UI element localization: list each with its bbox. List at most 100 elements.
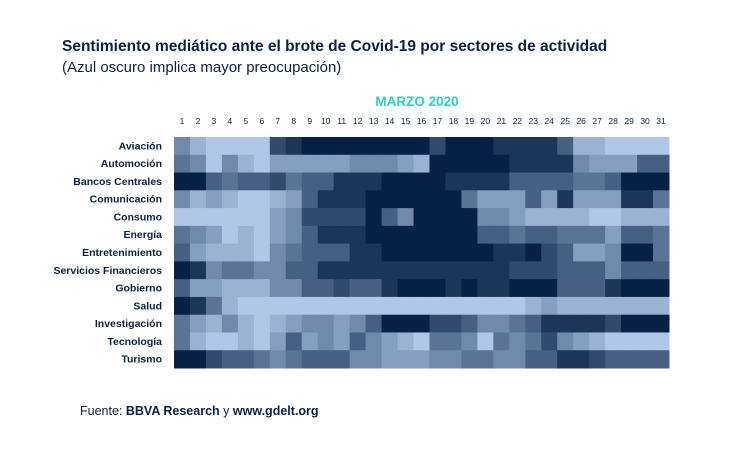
- y-tick-label: Servicios Financieros: [53, 265, 162, 277]
- heatmap-cell: [365, 261, 383, 280]
- heatmap-cell: [493, 314, 510, 333]
- heatmap-cell: [589, 261, 606, 280]
- x-tick-label: 21: [497, 116, 507, 126]
- heatmap-cell: [189, 350, 207, 369]
- y-tick-label: Comunicación: [90, 194, 162, 206]
- heatmap-cell: [461, 225, 478, 245]
- heatmap-cell: [221, 261, 239, 280]
- heatmap-cell: [381, 261, 399, 280]
- heatmap-cell: [189, 314, 207, 333]
- heatmap-cell: [205, 279, 223, 298]
- heatmap-cell: [253, 350, 271, 369]
- heatmap-cell: [205, 172, 223, 191]
- heatmap-cell: [189, 137, 207, 156]
- heatmap-cell: [477, 137, 494, 156]
- heatmap-cell: [493, 296, 510, 316]
- heatmap-cell: [493, 225, 510, 245]
- x-tick-label: 16: [417, 116, 427, 126]
- heatmap-cell: [237, 279, 255, 298]
- heatmap-cell: [605, 208, 622, 227]
- heatmap-cell: [317, 296, 335, 316]
- x-tick-label: 27: [592, 116, 602, 126]
- heatmap-cell: [445, 137, 462, 156]
- heatmap-cell: [445, 172, 462, 191]
- heatmap-cell: [509, 296, 526, 316]
- heatmap-cell: [397, 296, 415, 316]
- heatmap-cell: [557, 208, 574, 227]
- heatmap-cell: [253, 154, 271, 174]
- heatmap-cell: [509, 172, 526, 191]
- heatmap-cell: [621, 154, 638, 174]
- heatmap-cell: [317, 279, 335, 298]
- heatmap-cell: [573, 154, 590, 174]
- heatmap-cell: [301, 154, 319, 174]
- heatmap-cell: [557, 332, 574, 351]
- heatmap-cell: [285, 190, 303, 209]
- heatmap-cell: [317, 314, 335, 333]
- heatmap-cell: [333, 332, 351, 351]
- heatmap-cell: [541, 279, 558, 298]
- heatmap-cell: [333, 314, 351, 333]
- heatmap-cell: [253, 208, 271, 227]
- heatmap-cell: [637, 279, 654, 298]
- heatmap-cell: [477, 350, 494, 369]
- heatmap-cell: [221, 243, 239, 262]
- heatmap-cell: [317, 190, 335, 209]
- heatmap-cell: [397, 225, 415, 245]
- heatmap-cell: [189, 279, 207, 298]
- heatmap-cell: [381, 243, 399, 262]
- heatmap-cell: [509, 314, 526, 333]
- heatmap-cell: [589, 332, 606, 351]
- heatmap-cell: [221, 137, 239, 156]
- heatmap-cell: [653, 225, 670, 245]
- heatmap-cell: [589, 279, 606, 298]
- source-prefix: Fuente:: [80, 404, 126, 418]
- heatmap-cell: [349, 243, 367, 262]
- heatmap-cell: [573, 314, 590, 333]
- x-tick-label: 4: [228, 116, 233, 126]
- heatmap-cell: [573, 208, 590, 227]
- heatmap-cell: [493, 350, 510, 369]
- y-tick-label: Salud: [133, 300, 162, 312]
- heatmap-cell: [605, 154, 622, 174]
- x-tick-label: 2: [196, 116, 201, 126]
- heatmap-cell: [301, 172, 319, 191]
- heatmap-cell: [269, 208, 287, 227]
- x-tick-label: 5: [243, 116, 248, 126]
- heatmap-cell: [301, 225, 319, 245]
- heatmap-cell: [413, 172, 430, 191]
- heatmap-cell: [237, 314, 255, 333]
- heatmap-cell: [445, 296, 462, 316]
- y-tick-labels: Aviación Automoción Bancos Centrales Comuni…: [53, 140, 162, 365]
- x-tick-label: 9: [307, 116, 312, 126]
- source-site: www.gdelt.org: [232, 404, 319, 418]
- x-tick-label: 22: [513, 116, 523, 126]
- heatmap-cell: [333, 279, 351, 298]
- heatmap-cell: [573, 243, 590, 262]
- heatmap-cell: [541, 296, 558, 316]
- heatmap-cell: [621, 172, 638, 191]
- y-tick-label: Bancos Centrales: [73, 176, 162, 188]
- heatmap-cell: [541, 332, 558, 351]
- heatmap-cell: [461, 296, 478, 316]
- heatmap-cell: [541, 137, 558, 156]
- heatmap-cell: [605, 243, 622, 262]
- heatmap-cell: [253, 243, 271, 262]
- chart-subtitle: (Azul oscuro implica mayor preocupación): [62, 59, 342, 76]
- heatmap-cell: [317, 243, 335, 262]
- heatmap-cell: [189, 243, 207, 262]
- heatmap-cell: [637, 137, 654, 156]
- heatmap-cell: [493, 261, 510, 280]
- heatmap-cell: [237, 172, 255, 191]
- heatmap-cell: [237, 225, 255, 245]
- x-tick-label: 30: [640, 116, 650, 126]
- x-axis-title: MARZO 2020: [375, 94, 458, 109]
- heatmap-cell: [429, 225, 446, 245]
- heatmap-cell: [269, 137, 287, 156]
- heatmap-cell: [381, 225, 399, 245]
- heatmap-cell: [301, 208, 319, 227]
- heatmap-cell: [333, 190, 351, 209]
- heatmap-cell: [365, 296, 383, 316]
- heatmap-cell: [174, 279, 191, 298]
- heatmap-cell: [541, 225, 558, 245]
